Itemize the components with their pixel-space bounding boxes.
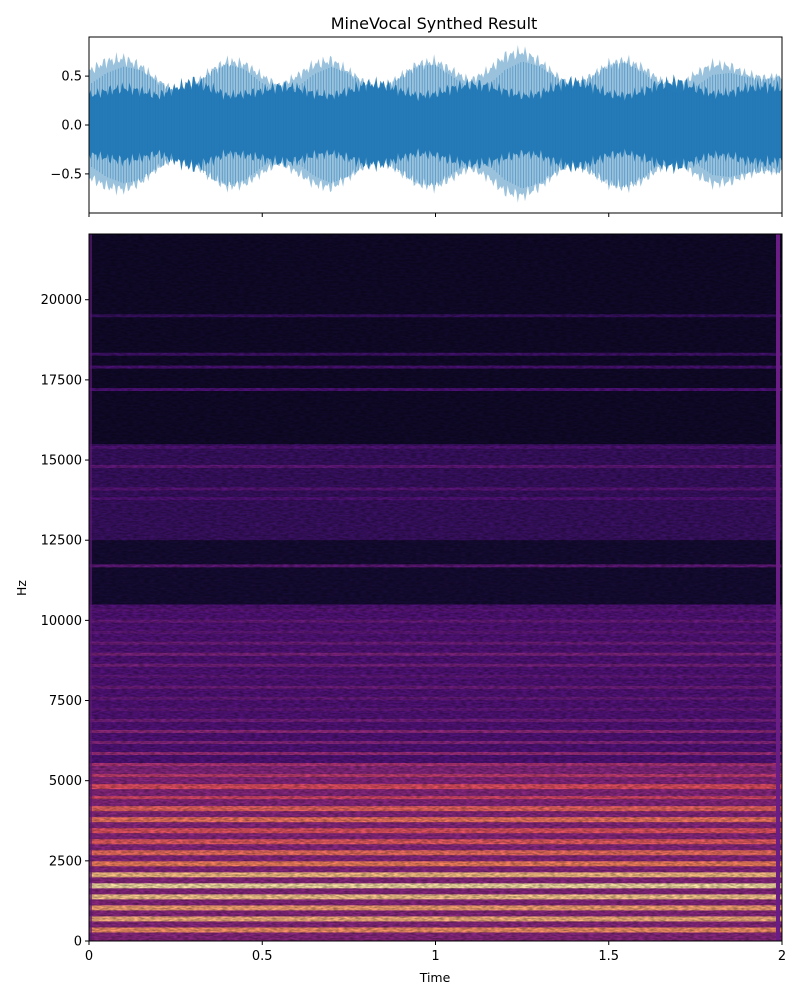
spectrogram-panel: 0 2500 5000 7500 10000 12500 15000 17500 20000 0…	[14, 233, 786, 985]
spectrogram-y-tick-label: 20000	[41, 293, 82, 308]
waveform-panel: 0.5 0.0 −0.5	[50, 36, 783, 217]
spectrogram-y-tick-label: 7500	[49, 694, 82, 709]
waveform-y-tick-label: −0.5	[50, 167, 82, 182]
spectrogram-x-tick-label: 0.5	[252, 949, 273, 964]
spectrogram-onset-line	[89, 234, 92, 941]
x-axis-label: Time	[419, 970, 451, 985]
waveform-plot	[89, 44, 782, 203]
spectrogram-x-tick-label: 1.5	[598, 949, 619, 964]
spectrogram-y-tick-label: 0	[74, 935, 82, 950]
spectrogram-x-ticks: 0 0.5 1 1.5 2	[85, 941, 786, 964]
spectrogram-y-ticks: 0 2500 5000 7500 10000 12500 15000 17500 20000	[41, 293, 89, 950]
waveform-y-ticks: 0.5 0.0 −0.5	[50, 70, 89, 182]
spectrogram-x-tick-label: 0	[85, 949, 93, 964]
spectrogram-x-tick-label: 1	[431, 949, 439, 964]
waveform-striations	[89, 61, 782, 189]
waveform-y-tick-label: 0.5	[61, 70, 82, 85]
spectrogram-edge-line	[776, 234, 780, 941]
spectrogram-y-tick-label: 15000	[41, 454, 82, 469]
spectrogram-y-tick-label: 2500	[49, 854, 82, 869]
waveform-x-ticks	[88, 213, 783, 217]
y-axis-label: Hz	[14, 580, 29, 596]
spectrogram-texture	[89, 234, 782, 941]
spectrogram-y-tick-label: 10000	[41, 614, 82, 629]
spectrogram-y-tick-label: 17500	[41, 373, 82, 388]
spectrogram-y-tick-label: 12500	[41, 534, 82, 549]
spectrogram-y-tick-label: 5000	[49, 774, 82, 789]
chart-title: MineVocal Synthed Result	[331, 14, 538, 33]
spectrogram-x-tick-label: 2	[778, 949, 786, 964]
waveform-y-tick-label: 0.0	[61, 119, 82, 134]
